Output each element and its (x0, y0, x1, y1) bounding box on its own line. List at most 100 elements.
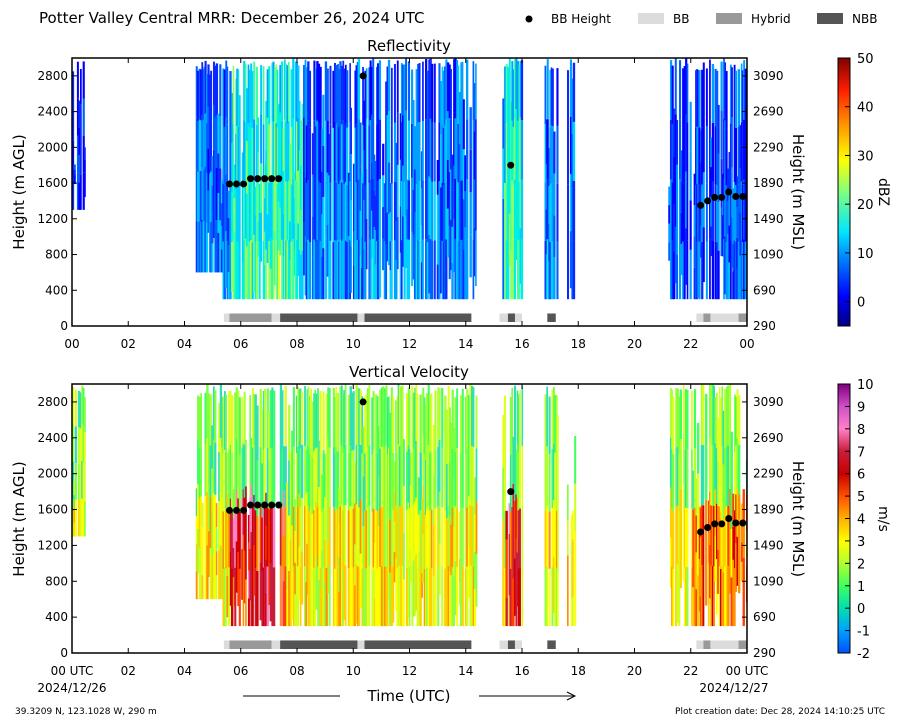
precip-column-cell (291, 572, 294, 621)
precip-column-cell (341, 565, 343, 627)
precip-column-cell (512, 126, 515, 185)
precip-column-cell (430, 509, 433, 568)
precip-column-cell (512, 241, 515, 300)
precip-column-cell (355, 65, 358, 124)
precip-column-cell (395, 558, 398, 611)
precip-column-cell (569, 231, 572, 289)
precip-column-cell (725, 242, 728, 300)
precip-column-cell (231, 142, 234, 193)
precip-column-cell (269, 390, 272, 449)
precip-column-cell (723, 238, 725, 300)
precip-column-cell (682, 483, 685, 533)
precip-column-cell (403, 123, 406, 182)
precip-column-cell (426, 70, 429, 128)
precip-column-cell (225, 174, 228, 232)
precip-column-cell (72, 461, 75, 500)
precip-column-cell (73, 522, 76, 537)
precip-column-cell (467, 394, 471, 446)
precip-column-cell (717, 417, 720, 462)
precip-column-cell (695, 70, 697, 128)
precip-column-cell (390, 506, 393, 567)
precip-column-cell (362, 576, 365, 627)
precip-column-cell (321, 474, 324, 513)
precip-column-cell (551, 183, 554, 242)
precip-column-cell (77, 500, 81, 537)
precip-column-cell (429, 510, 432, 569)
precip-column-cell (695, 552, 698, 590)
precip-column-cell (731, 117, 733, 168)
precip-column-cell (544, 65, 547, 125)
precip-column-cell (393, 461, 396, 492)
x-tick-label: 04 (177, 337, 192, 351)
precip-column-cell (371, 511, 374, 569)
precip-column-cell (292, 446, 295, 507)
precip-column-cell (511, 180, 514, 240)
precip-column-cell (511, 120, 514, 181)
precip-column-cell (229, 444, 232, 499)
bb-type-bar (710, 640, 739, 649)
precip-column-cell (742, 489, 745, 524)
precip-column-cell (357, 239, 361, 300)
precip-column-cell (72, 140, 75, 176)
precip-column-cell (739, 168, 742, 213)
precip-column-cell (372, 58, 375, 119)
precip-column-cell (354, 70, 357, 128)
precip-column-cell (679, 538, 682, 589)
precip-column-cell (556, 68, 559, 126)
precip-column-cell (389, 572, 392, 627)
precip-column-cell (282, 536, 286, 582)
precip-column-cell (416, 393, 419, 452)
precip-column-cell (544, 510, 547, 569)
precip-column-cell (461, 448, 464, 508)
precip-column-cell (357, 119, 361, 180)
precip-column-cell (717, 202, 720, 251)
y-tick-label-right: 3090 (753, 69, 784, 83)
precip-column-cell (422, 436, 425, 486)
precip-column-cell (249, 446, 251, 498)
precip-column-cell (363, 100, 366, 151)
precip-column-cell (335, 240, 338, 300)
precip-column-cell (352, 265, 355, 300)
precip-column-cell (310, 507, 313, 567)
precip-column-cell (207, 439, 211, 486)
precip-column-cell (342, 510, 344, 569)
precip-column-cell (447, 386, 450, 447)
precip-column-cell (420, 262, 423, 300)
precip-column-cell (406, 269, 409, 300)
precip-column-cell (198, 119, 201, 171)
precip-column-cell (226, 576, 229, 618)
precip-column-cell (514, 500, 517, 559)
reflectivity-bb-height-points (226, 72, 747, 209)
bb-type-bar (364, 640, 472, 649)
precip-column-cell (300, 444, 304, 499)
precip-column-cell (343, 126, 346, 184)
precip-column-cell (282, 213, 285, 257)
precip-column-cell (249, 497, 251, 550)
precip-column-cell (697, 183, 699, 241)
precip-column-cell (195, 66, 198, 118)
precip-column-cell (544, 182, 547, 241)
precip-column-cell (516, 390, 519, 445)
precip-column-cell (266, 69, 269, 118)
precip-column-cell (209, 394, 212, 446)
precip-column-cell (313, 567, 315, 627)
precip-column-cell (420, 188, 423, 226)
precip-column-cell (389, 183, 392, 213)
precip-column-cell (680, 243, 683, 276)
precip-column-cell (295, 239, 298, 300)
precip-column-cell (693, 507, 697, 567)
precip-column-cell (729, 489, 732, 542)
bb-height-point (725, 188, 733, 196)
precip-column-cell (521, 385, 524, 446)
precip-column-cell (212, 149, 215, 194)
precip-column-cell (395, 452, 398, 506)
precip-column-cell (261, 517, 264, 572)
precip-column-cell (289, 221, 292, 261)
precip-column-cell (337, 181, 339, 241)
precip-column-cell (395, 181, 398, 222)
precip-column-cell (705, 393, 708, 447)
precip-column-cell (364, 395, 367, 454)
precip-column-cell (73, 481, 76, 496)
precip-column-cell (232, 65, 235, 125)
precip-column-cell (82, 135, 85, 173)
